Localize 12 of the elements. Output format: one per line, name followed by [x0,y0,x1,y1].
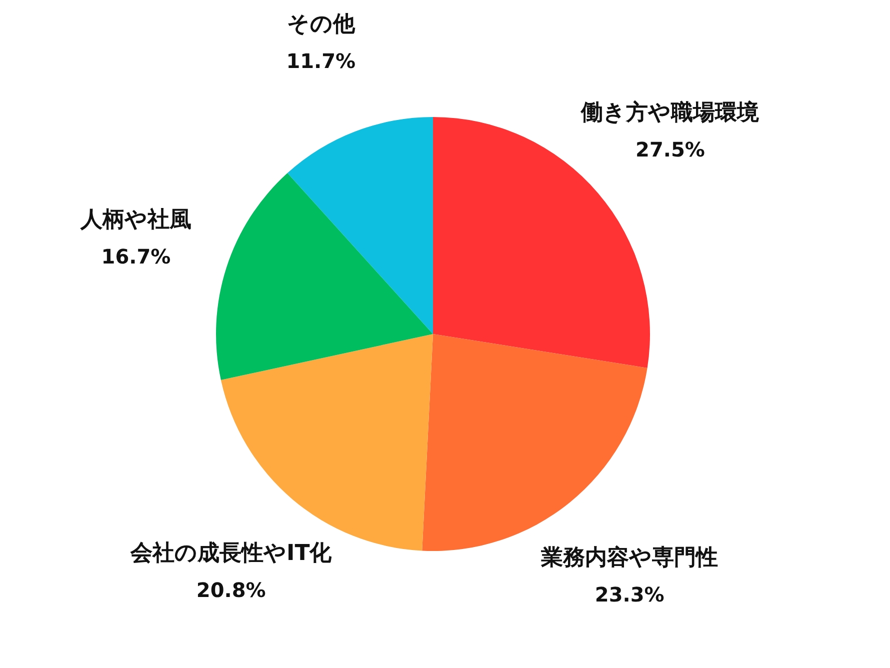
data-label: 27.5% [636,137,705,162]
data-label: 16.7% [101,244,171,269]
slice-label: その他 [286,12,356,37]
data-label: 20.8% [196,578,266,602]
slice-label: 会社の成長性やIT化 [130,540,333,566]
data-label: 11.7% [286,48,356,73]
data-label: 23.3% [594,582,664,606]
slice-label: 人柄や社風 [79,208,192,233]
slice-label: 働き方や職場環境 [580,99,760,126]
pie-slice [287,117,433,334]
slice-label: 業務内容や専門性 [540,544,718,570]
pie-slice [216,173,433,380]
